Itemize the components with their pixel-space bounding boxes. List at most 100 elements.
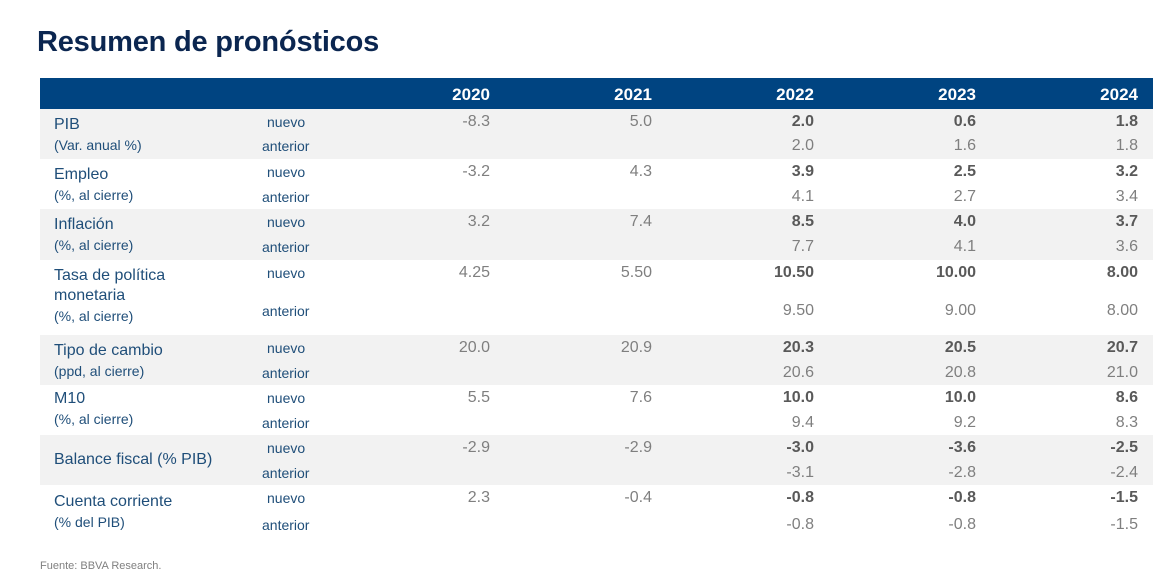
year-header-2021: 2021 bbox=[614, 85, 652, 104]
value-nuevo-2024: -2.5 bbox=[1110, 439, 1138, 456]
value-anterior-2024: 3.6 bbox=[1115, 238, 1138, 255]
value-nuevo-2020: 5.5 bbox=[467, 389, 490, 406]
value-nuevo-2024: 3.7 bbox=[1115, 213, 1138, 230]
row-label-nuevo: nuevo bbox=[267, 114, 306, 130]
year-header-2022: 2022 bbox=[776, 85, 814, 104]
row-label-nuevo: nuevo bbox=[267, 440, 306, 456]
row-label-anterior: anterior bbox=[262, 303, 310, 319]
row-label-anterior: anterior bbox=[262, 239, 310, 255]
value-nuevo-2024: 1.8 bbox=[1115, 113, 1138, 130]
value-anterior-2023: 9.2 bbox=[953, 414, 976, 431]
indicator-unit: (%, al cierre) bbox=[54, 187, 134, 203]
row-label-nuevo: nuevo bbox=[267, 164, 306, 180]
indicator-unit: (% del PIB) bbox=[54, 514, 125, 530]
value-nuevo-2020: -8.3 bbox=[462, 113, 490, 130]
value-anterior-2023: -2.8 bbox=[948, 464, 976, 481]
value-anterior-2024: -1.5 bbox=[1110, 516, 1138, 533]
value-anterior-2023: 1.6 bbox=[953, 137, 976, 154]
row-label-anterior: anterior bbox=[262, 365, 310, 381]
indicator-unit: (Var. anual %) bbox=[54, 137, 142, 153]
value-anterior-2024: 3.4 bbox=[1115, 188, 1138, 205]
row-label-anterior: anterior bbox=[262, 138, 310, 154]
value-nuevo-2022: 8.5 bbox=[791, 213, 814, 230]
indicator-name: M10 (%, al cierre) bbox=[54, 389, 133, 429]
indicator-name: Tasa de política monetaria (%, al cierre) bbox=[54, 266, 165, 326]
row-label-anterior: anterior bbox=[262, 517, 310, 533]
table-body: PIB (Var. anual %) nuevo -8.3 5.0 2.0 0.6 1.8 an… bbox=[40, 109, 1153, 536]
value-nuevo-2023: 10.00 bbox=[935, 264, 976, 281]
value-anterior-2023: 20.8 bbox=[944, 364, 976, 381]
value-nuevo-2024: -1.5 bbox=[1110, 489, 1138, 506]
indicator-name: Cuenta corriente (% del PIB) bbox=[54, 492, 172, 532]
indicator-name: PIB (Var. anual %) bbox=[54, 115, 142, 155]
table-row: Empleo (%, al cierre) nuevo -3.2 4.3 3.9 2.5 3.… bbox=[40, 159, 1153, 209]
year-header-2024: 2024 bbox=[1100, 85, 1138, 104]
value-anterior-2022: 2.0 bbox=[791, 137, 814, 154]
indicator-title: Balance fiscal (% PIB) bbox=[54, 451, 213, 468]
value-nuevo-2022: 20.3 bbox=[782, 339, 814, 356]
value-nuevo-2023: 20.5 bbox=[944, 339, 976, 356]
table-row: Balance fiscal (% PIB) nuevo -2.9 -2.9 -3.0 -… bbox=[40, 435, 1153, 485]
value-nuevo-2021: -2.9 bbox=[624, 439, 652, 456]
value-nuevo-2020: -2.9 bbox=[462, 439, 490, 456]
value-nuevo-2022: 2.0 bbox=[791, 113, 814, 130]
value-anterior-2023: 2.7 bbox=[953, 188, 976, 205]
value-nuevo-2020: 3.2 bbox=[467, 213, 490, 230]
indicator-title: Tipo de cambio bbox=[54, 342, 163, 359]
value-nuevo-2020: 2.3 bbox=[467, 489, 490, 506]
value-nuevo-2023: 10.0 bbox=[944, 389, 976, 406]
value-anterior-2022: 9.4 bbox=[791, 414, 814, 431]
value-anterior-2024: 8.3 bbox=[1115, 414, 1138, 431]
table-row: Tasa de política monetaria (%, al cierre) n… bbox=[40, 260, 1153, 335]
value-anterior-2024: 8.00 bbox=[1106, 302, 1138, 319]
value-nuevo-2022: 3.9 bbox=[791, 163, 814, 180]
row-label-nuevo: nuevo bbox=[267, 265, 306, 281]
value-anterior-2023: 9.00 bbox=[944, 302, 976, 319]
row-label-anterior: anterior bbox=[262, 465, 310, 481]
indicator-name: Empleo (%, al cierre) bbox=[54, 165, 133, 205]
value-nuevo-2021: 7.6 bbox=[629, 389, 652, 406]
row-label-nuevo: nuevo bbox=[267, 490, 306, 506]
indicator-unit: (ppd, al cierre) bbox=[54, 363, 145, 379]
year-header-2020: 2020 bbox=[452, 85, 490, 104]
value-nuevo-2021: 4.3 bbox=[629, 163, 652, 180]
table-row: PIB (Var. anual %) nuevo -8.3 5.0 2.0 0.6 1.8 an… bbox=[40, 109, 1153, 159]
value-nuevo-2024: 8.00 bbox=[1106, 264, 1138, 281]
indicator-title: M10 bbox=[54, 390, 86, 407]
value-anterior-2024: -2.4 bbox=[1110, 464, 1138, 481]
value-nuevo-2023: -0.8 bbox=[948, 489, 976, 506]
value-nuevo-2021: 5.0 bbox=[629, 113, 652, 130]
indicator-name: Tipo de cambio (ppd, al cierre) bbox=[54, 341, 163, 381]
table-row: Inflación (%, al cierre) nuevo 3.2 7.4 8.5 4.0… bbox=[40, 209, 1153, 260]
value-nuevo-2022: -3.0 bbox=[786, 439, 814, 456]
year-header-2023: 2023 bbox=[938, 85, 976, 104]
row-label-nuevo: nuevo bbox=[267, 340, 306, 356]
row-label-anterior: anterior bbox=[262, 415, 310, 431]
row-label-nuevo: nuevo bbox=[267, 214, 306, 230]
indicator-title: Tasa de política bbox=[54, 267, 166, 284]
row-label-anterior: anterior bbox=[262, 189, 310, 205]
value-anterior-2022: 9.50 bbox=[782, 302, 814, 319]
row-label-nuevo: nuevo bbox=[267, 390, 306, 406]
value-nuevo-2021: 7.4 bbox=[629, 213, 652, 230]
value-nuevo-2020: -3.2 bbox=[462, 163, 490, 180]
value-anterior-2022: 7.7 bbox=[791, 238, 814, 255]
table-row: M10 (%, al cierre) nuevo 5.5 7.6 10.0 10.0 8.6 a… bbox=[40, 385, 1153, 435]
source-note: Fuente: BBVA Research. bbox=[40, 560, 162, 572]
value-nuevo-2023: 2.5 bbox=[953, 163, 976, 180]
table-header: 2020 2021 2022 2023 2024 bbox=[40, 78, 1153, 109]
value-nuevo-2021: 20.9 bbox=[620, 339, 652, 356]
value-anterior-2022: 4.1 bbox=[791, 188, 814, 205]
indicator-title-cont: monetaria bbox=[54, 287, 126, 304]
forecast-table: 2020 2021 2022 2023 2024 PIB (Var. anual %) nu… bbox=[40, 78, 1153, 536]
value-nuevo-2023: -3.6 bbox=[948, 439, 976, 456]
value-nuevo-2023: 4.0 bbox=[953, 213, 976, 230]
value-anterior-2024: 21.0 bbox=[1106, 364, 1138, 381]
indicator-title: Empleo bbox=[54, 166, 109, 183]
value-nuevo-2020: 20.0 bbox=[458, 339, 490, 356]
page-title: Resumen de pronósticos bbox=[37, 26, 380, 58]
value-nuevo-2024: 8.6 bbox=[1115, 389, 1138, 406]
value-anterior-2022: -3.1 bbox=[786, 464, 814, 481]
indicator-title: Inflación bbox=[54, 216, 114, 233]
indicator-unit: (%, al cierre) bbox=[54, 308, 134, 324]
